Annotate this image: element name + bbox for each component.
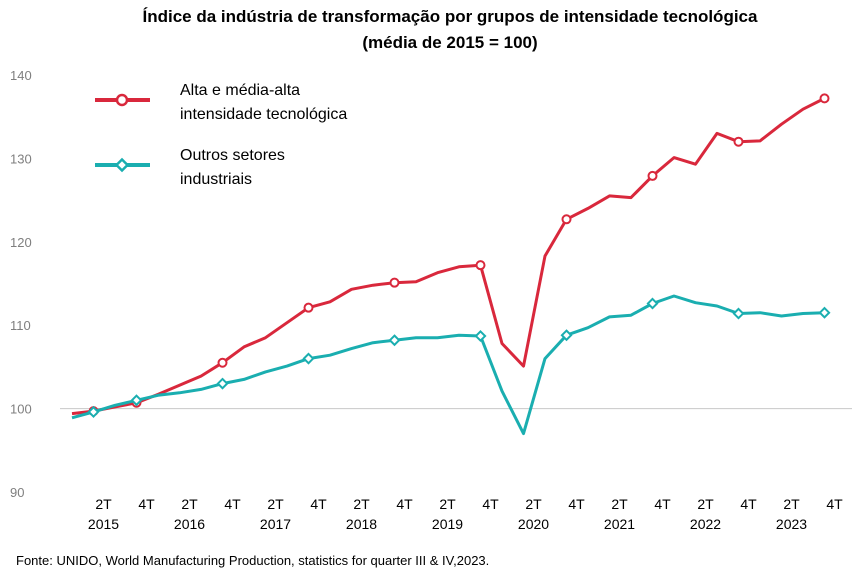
x-tick-label-quarter: 4T — [740, 496, 757, 512]
x-tick-label-quarter: 2T — [181, 496, 198, 512]
data-point-diamond — [560, 329, 573, 342]
data-point-diamond — [130, 394, 143, 407]
data-point-diamond — [818, 306, 831, 319]
x-tick-label-quarter: 4T — [224, 496, 241, 512]
data-point-diamond — [87, 405, 100, 418]
data-point-circle — [217, 357, 228, 368]
x-tick-label-quarter: 2T — [525, 496, 542, 512]
legend-label: Outros setores — [180, 147, 285, 164]
x-tick-label-quarter: 2T — [95, 496, 112, 512]
legend-label: Alta e média-alta — [180, 82, 300, 99]
y-tick-label: 110 — [10, 318, 31, 333]
series-line-alta-tecnologia — [71, 97, 826, 416]
x-tick-label-year: 2016 — [174, 516, 205, 532]
x-tick-label-quarter: 2T — [697, 496, 714, 512]
data-point-circle — [733, 136, 744, 147]
data-point-circle — [475, 260, 486, 271]
x-tick-label-year: 2022 — [690, 516, 721, 532]
data-point-diamond — [732, 307, 745, 320]
x-tick-label-year: 2019 — [432, 516, 463, 532]
source-note: Fonte: UNIDO, World Manufacturing Produc… — [16, 553, 490, 568]
series-line-outros-setores — [71, 294, 825, 436]
data-point-circle — [389, 277, 400, 288]
x-tick-label-year: 2015 — [88, 516, 119, 532]
data-point-diamond — [216, 377, 229, 390]
x-tick-label-quarter: 4T — [138, 496, 155, 512]
x-tick-label-year: 2017 — [260, 516, 291, 532]
data-point-diamond — [474, 330, 487, 343]
x-tick-label-year: 2018 — [346, 516, 377, 532]
legend-label: industriais — [180, 171, 252, 188]
data-point-circle — [819, 93, 830, 104]
x-tick-label-quarter: 4T — [654, 496, 671, 512]
data-point-circle — [647, 170, 658, 181]
x-tick-label-quarter: 2T — [611, 496, 628, 512]
chart-subtitle: (média de 2015 = 100) — [362, 33, 538, 52]
y-tick-label: 90 — [10, 485, 24, 500]
legend-marker-diamond — [114, 157, 130, 173]
x-tick-label-quarter: 2T — [353, 496, 370, 512]
chart-title: Índice da indústria de transformação por… — [142, 7, 758, 26]
y-axis-ticks: 90 100 110 120 130 140 — [10, 68, 32, 500]
x-tick-label-quarter: 2T — [267, 496, 284, 512]
x-tick-label-year: 2021 — [604, 516, 635, 532]
x-tick-label-quarter: 4T — [482, 496, 499, 512]
data-point-diamond — [302, 352, 315, 365]
data-point-diamond — [388, 334, 401, 347]
y-tick-label: 140 — [10, 68, 32, 83]
y-tick-label: 120 — [10, 235, 32, 250]
y-tick-label: 100 — [10, 402, 32, 417]
x-tick-label-year: 2023 — [776, 516, 807, 532]
x-tick-label-quarter: 4T — [826, 496, 843, 512]
x-axis-ticks: 2T 2015 4T 2T 2016 4T 2T 2017 4T 2T 2018 4T 2T 2019 4T… — [88, 496, 843, 532]
data-point-diamond — [646, 297, 659, 310]
x-tick-label-quarter: 4T — [310, 496, 327, 512]
x-tick-label-quarter: 4T — [568, 496, 585, 512]
legend-marker-circle — [115, 93, 129, 107]
legend-label: intensidade tecnológica — [180, 106, 347, 123]
series-group — [71, 93, 831, 436]
data-point-circle — [561, 214, 572, 225]
x-tick-label-quarter: 4T — [396, 496, 413, 512]
x-tick-label-quarter: 2T — [783, 496, 800, 512]
data-point-circle — [303, 302, 314, 313]
x-tick-label-year: 2020 — [518, 516, 549, 532]
y-tick-label: 130 — [10, 151, 32, 166]
legend: Alta e média-alta intensidade tecnológica… — [95, 82, 347, 188]
x-tick-label-quarter: 2T — [439, 496, 456, 512]
